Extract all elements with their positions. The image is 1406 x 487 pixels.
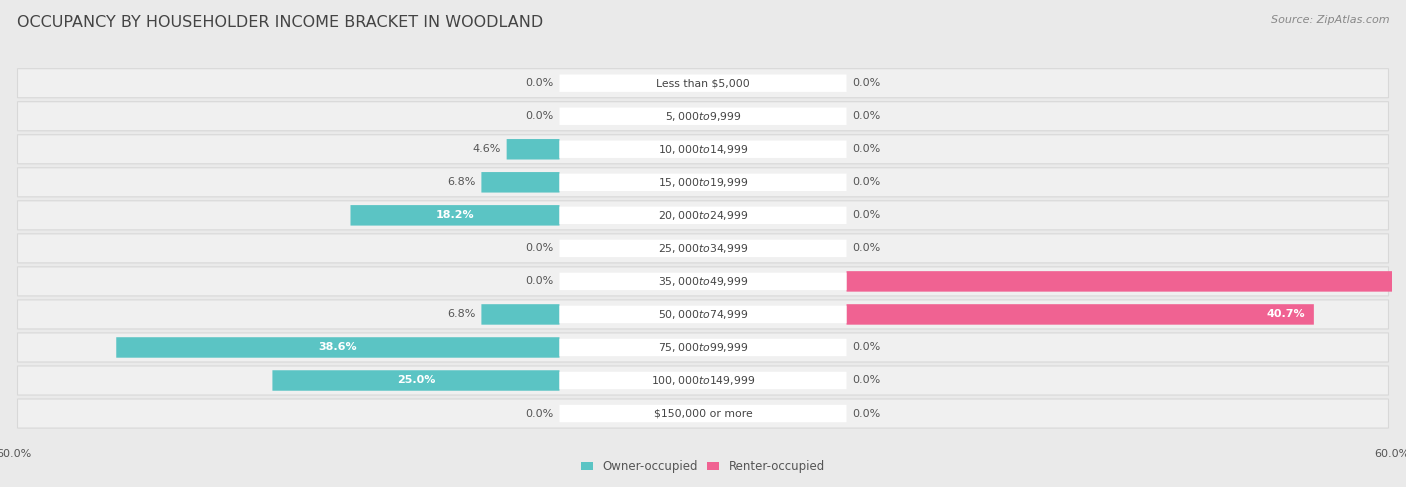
Text: Less than $5,000: Less than $5,000 (657, 78, 749, 88)
Text: 0.0%: 0.0% (852, 244, 880, 253)
FancyBboxPatch shape (560, 273, 846, 290)
Text: $25,000 to $34,999: $25,000 to $34,999 (658, 242, 748, 255)
Text: OCCUPANCY BY HOUSEHOLDER INCOME BRACKET IN WOODLAND: OCCUPANCY BY HOUSEHOLDER INCOME BRACKET … (17, 15, 543, 30)
Text: 6.8%: 6.8% (447, 309, 475, 319)
Text: 6.8%: 6.8% (447, 177, 475, 187)
Text: 38.6%: 38.6% (319, 342, 357, 353)
FancyBboxPatch shape (17, 366, 1389, 395)
FancyBboxPatch shape (481, 172, 560, 192)
FancyBboxPatch shape (560, 240, 846, 257)
FancyBboxPatch shape (560, 206, 846, 224)
FancyBboxPatch shape (17, 168, 1389, 197)
Text: $15,000 to $19,999: $15,000 to $19,999 (658, 176, 748, 189)
Text: 4.6%: 4.6% (472, 144, 501, 154)
FancyBboxPatch shape (17, 267, 1389, 296)
FancyBboxPatch shape (560, 372, 846, 389)
FancyBboxPatch shape (117, 337, 560, 358)
FancyBboxPatch shape (273, 370, 560, 391)
FancyBboxPatch shape (17, 234, 1389, 263)
FancyBboxPatch shape (17, 333, 1389, 362)
Text: $35,000 to $49,999: $35,000 to $49,999 (658, 275, 748, 288)
Text: 0.0%: 0.0% (526, 409, 554, 418)
FancyBboxPatch shape (560, 306, 846, 323)
FancyBboxPatch shape (17, 69, 1389, 98)
Text: 0.0%: 0.0% (852, 210, 880, 220)
Text: $75,000 to $99,999: $75,000 to $99,999 (658, 341, 748, 354)
FancyBboxPatch shape (846, 304, 1313, 325)
Text: 18.2%: 18.2% (436, 210, 474, 220)
Text: $20,000 to $24,999: $20,000 to $24,999 (658, 209, 748, 222)
Text: 0.0%: 0.0% (852, 78, 880, 88)
FancyBboxPatch shape (17, 102, 1389, 131)
Text: $10,000 to $14,999: $10,000 to $14,999 (658, 143, 748, 156)
FancyBboxPatch shape (560, 173, 846, 191)
Text: 0.0%: 0.0% (852, 111, 880, 121)
FancyBboxPatch shape (17, 201, 1389, 230)
Legend: Owner-occupied, Renter-occupied: Owner-occupied, Renter-occupied (576, 455, 830, 478)
FancyBboxPatch shape (17, 399, 1389, 428)
FancyBboxPatch shape (506, 139, 560, 160)
Text: 0.0%: 0.0% (526, 277, 554, 286)
FancyBboxPatch shape (560, 75, 846, 92)
Text: 25.0%: 25.0% (396, 375, 434, 386)
FancyBboxPatch shape (846, 271, 1406, 292)
Text: $150,000 or more: $150,000 or more (654, 409, 752, 418)
Text: 0.0%: 0.0% (526, 78, 554, 88)
FancyBboxPatch shape (560, 405, 846, 422)
Text: 0.0%: 0.0% (852, 409, 880, 418)
FancyBboxPatch shape (560, 108, 846, 125)
FancyBboxPatch shape (350, 205, 560, 225)
FancyBboxPatch shape (481, 304, 560, 325)
Text: 0.0%: 0.0% (852, 342, 880, 353)
Text: 0.0%: 0.0% (526, 244, 554, 253)
Text: $100,000 to $149,999: $100,000 to $149,999 (651, 374, 755, 387)
FancyBboxPatch shape (17, 300, 1389, 329)
Text: 0.0%: 0.0% (526, 111, 554, 121)
Text: 0.0%: 0.0% (852, 144, 880, 154)
Text: $50,000 to $74,999: $50,000 to $74,999 (658, 308, 748, 321)
FancyBboxPatch shape (560, 339, 846, 356)
FancyBboxPatch shape (17, 135, 1389, 164)
FancyBboxPatch shape (560, 141, 846, 158)
Text: 40.7%: 40.7% (1265, 309, 1305, 319)
Text: Source: ZipAtlas.com: Source: ZipAtlas.com (1271, 15, 1389, 25)
Text: 0.0%: 0.0% (852, 177, 880, 187)
Text: $5,000 to $9,999: $5,000 to $9,999 (665, 110, 741, 123)
Text: 0.0%: 0.0% (852, 375, 880, 386)
